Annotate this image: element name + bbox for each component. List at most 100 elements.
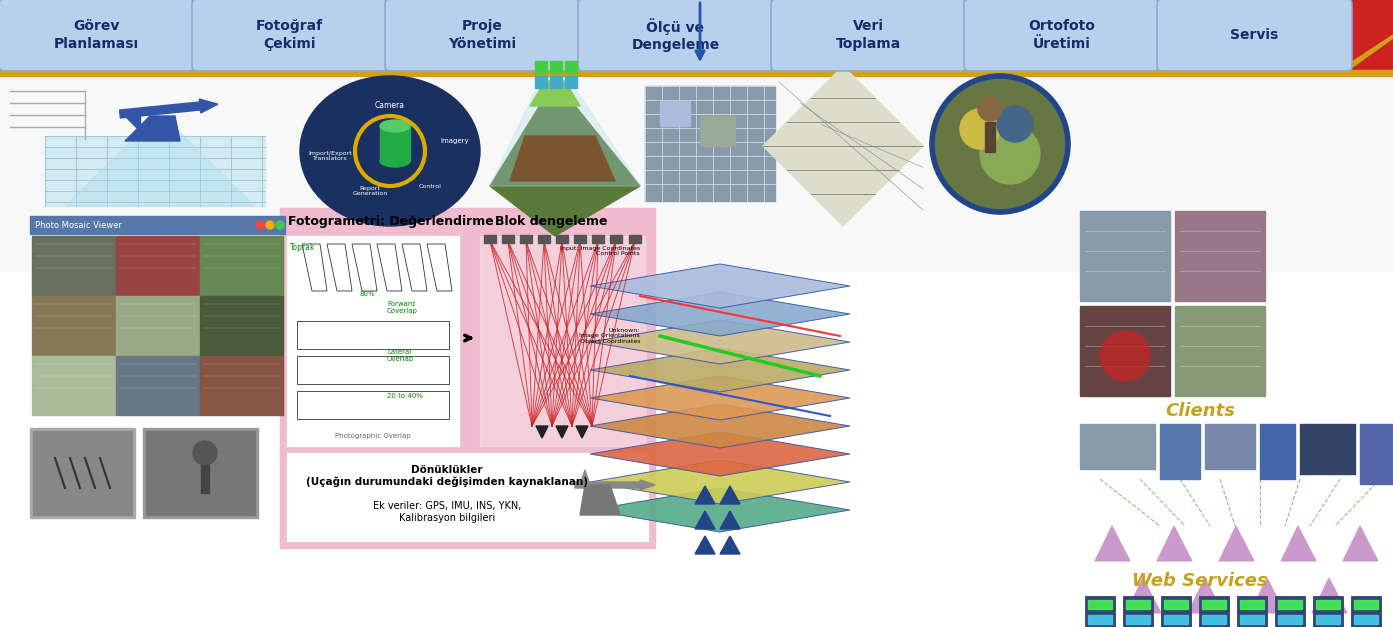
Polygon shape (1343, 526, 1378, 561)
Bar (116, 296, 199, 355)
Bar (645, 86, 775, 201)
Polygon shape (1188, 578, 1223, 613)
Bar (201, 296, 283, 355)
Bar (1300, 424, 1355, 474)
Text: Imagery: Imagery (440, 138, 469, 144)
Bar (1237, 596, 1268, 627)
Text: Lateral
Overlap: Lateral Overlap (387, 349, 414, 362)
Bar (1165, 600, 1188, 609)
Bar (550, 61, 561, 73)
Bar (1275, 596, 1305, 627)
Text: Veri
Toplama: Veri Toplama (836, 19, 901, 51)
Bar (481, 236, 645, 446)
FancyBboxPatch shape (192, 0, 387, 71)
Circle shape (266, 221, 274, 229)
Polygon shape (1312, 578, 1347, 613)
Polygon shape (720, 536, 740, 554)
Bar (0, 76, 1393, 271)
Bar (1085, 596, 1114, 627)
Polygon shape (1250, 578, 1284, 613)
Bar (297, 356, 449, 384)
Bar (592, 235, 605, 243)
Bar (1126, 615, 1151, 624)
Bar (1176, 211, 1265, 301)
Bar (1316, 615, 1340, 624)
Circle shape (997, 106, 1034, 142)
Bar (201, 236, 283, 295)
Bar (1354, 615, 1378, 624)
Bar (1080, 424, 1155, 469)
Bar (1160, 424, 1199, 479)
Bar (520, 235, 532, 243)
Text: 20 to 40%: 20 to 40% (387, 393, 423, 399)
Circle shape (978, 97, 1002, 121)
Circle shape (932, 76, 1068, 212)
FancyArrow shape (201, 465, 209, 493)
Polygon shape (490, 81, 639, 236)
Text: Ölçü ve
Dengeleme: Ölçü ve Dengeleme (631, 18, 720, 52)
Text: Görev
Planlaması: Görev Planlaması (54, 19, 139, 51)
Polygon shape (695, 536, 715, 554)
Text: Input: Image Coordinates
Control Points: Input: Image Coordinates Control Points (560, 246, 639, 256)
Bar (1080, 211, 1170, 301)
Polygon shape (536, 426, 547, 438)
Circle shape (276, 221, 284, 229)
Text: Photo Mosaic Viewer: Photo Mosaic Viewer (35, 221, 123, 229)
Bar (550, 76, 561, 88)
Polygon shape (125, 116, 141, 131)
Polygon shape (579, 470, 591, 485)
Polygon shape (1158, 526, 1192, 561)
Text: Report
Generation: Report Generation (352, 186, 387, 196)
Bar (143, 428, 258, 518)
Text: Ek veriler: GPS, IMU, INS, YKN,
Kalibrasyon bilgileri: Ek veriler: GPS, IMU, INS, YKN, Kalibras… (373, 501, 521, 522)
Polygon shape (1095, 526, 1130, 561)
Text: Ortofoto
Üretimi: Ortofoto Üretimi (1028, 19, 1095, 51)
Polygon shape (510, 136, 614, 181)
Bar (630, 235, 641, 243)
Polygon shape (591, 460, 850, 504)
Bar (280, 208, 655, 548)
FancyArrow shape (575, 480, 655, 490)
Text: Blok dengeleme: Blok dengeleme (495, 216, 607, 228)
Bar (0, 0, 1393, 70)
Bar (1277, 600, 1302, 609)
Ellipse shape (299, 76, 481, 226)
Bar (1080, 306, 1170, 396)
Text: Proje
Yönetimi: Proje Yönetimi (449, 19, 517, 51)
Polygon shape (125, 116, 180, 141)
Bar (1316, 600, 1340, 609)
Bar (1123, 596, 1153, 627)
Text: Import/Export
Translators: Import/Export Translators (308, 150, 352, 161)
Circle shape (256, 221, 265, 229)
Bar (538, 235, 550, 243)
Polygon shape (579, 485, 620, 515)
Bar (116, 236, 199, 295)
Text: Unknown:
Image Orientations
Object Coordinates: Unknown: Image Orientations Object Coord… (579, 328, 639, 344)
Polygon shape (591, 432, 850, 476)
Bar (1354, 600, 1378, 609)
Bar (1202, 615, 1226, 624)
Polygon shape (529, 81, 579, 106)
Bar (556, 235, 568, 243)
Bar (1160, 596, 1191, 627)
FancyBboxPatch shape (770, 0, 965, 71)
Bar (1261, 424, 1295, 479)
Text: Photographic Overlap: Photographic Overlap (336, 433, 411, 439)
Polygon shape (763, 66, 924, 226)
Bar (1277, 615, 1302, 624)
Bar (32, 356, 116, 415)
Bar (0, 70, 1393, 76)
Ellipse shape (380, 155, 410, 167)
Polygon shape (490, 81, 639, 186)
Polygon shape (575, 426, 588, 438)
Bar (1360, 424, 1393, 484)
Bar (574, 235, 586, 243)
Polygon shape (720, 511, 740, 529)
Polygon shape (720, 486, 740, 504)
FancyArrow shape (985, 122, 995, 152)
Bar (483, 235, 496, 243)
Bar (1088, 600, 1112, 609)
Bar (297, 321, 449, 349)
Polygon shape (695, 511, 715, 529)
Ellipse shape (380, 120, 410, 132)
